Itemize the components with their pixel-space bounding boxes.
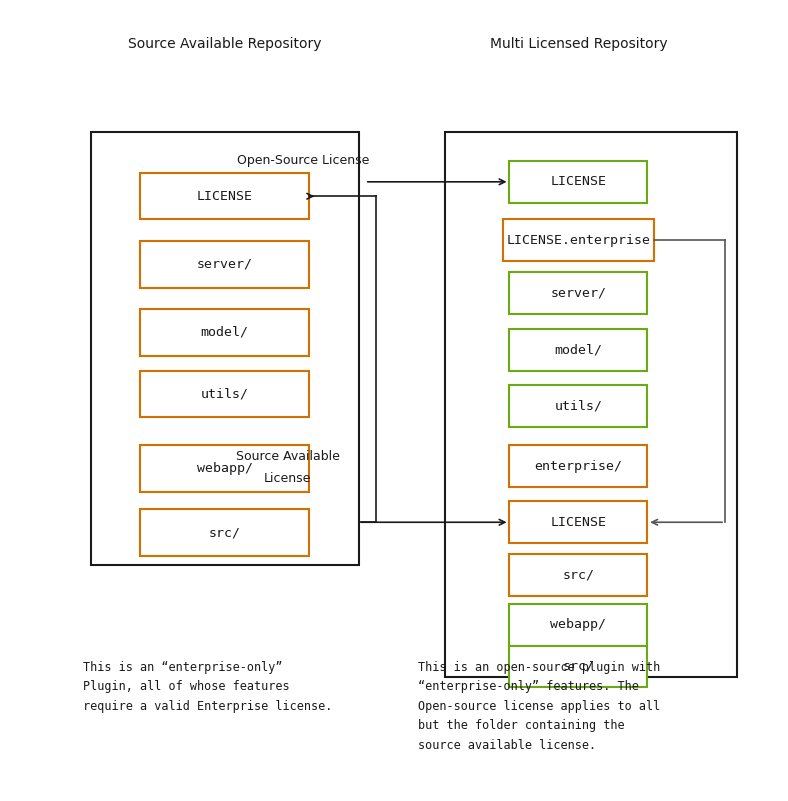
Bar — [509, 646, 647, 687]
Bar — [91, 132, 359, 565]
Text: LICENSE: LICENSE — [196, 190, 253, 203]
Text: utils/: utils/ — [555, 400, 602, 413]
Text: Source Available: Source Available — [236, 450, 340, 463]
Text: License: License — [264, 473, 311, 485]
Text: LICENSE: LICENSE — [550, 516, 607, 529]
Text: LICENSE: LICENSE — [550, 175, 607, 188]
Bar — [509, 329, 647, 371]
Bar — [503, 219, 654, 261]
Text: server/: server/ — [196, 258, 253, 271]
Text: This is an open-source plugin with
“enterprise-only” features. The
Open-source l: This is an open-source plugin with “ente… — [418, 661, 660, 752]
Bar — [509, 604, 647, 646]
Bar — [509, 385, 647, 427]
Text: This is an “enterprise-only”
Plugin, all of whose features
require a valid Enter: This is an “enterprise-only” Plugin, all… — [83, 661, 332, 713]
Text: src/: src/ — [209, 526, 240, 539]
Text: src/: src/ — [563, 569, 594, 582]
Text: enterprise/: enterprise/ — [534, 460, 623, 473]
Bar — [140, 173, 309, 219]
Bar — [509, 554, 647, 596]
Bar — [445, 132, 737, 677]
Text: webapp/: webapp/ — [550, 618, 607, 631]
Bar — [140, 309, 309, 356]
Bar — [140, 509, 309, 556]
Bar — [509, 161, 647, 203]
Bar — [140, 445, 309, 492]
Text: server/: server/ — [550, 287, 607, 300]
Text: Multi Licensed Repository: Multi Licensed Repository — [489, 37, 667, 51]
Bar — [509, 272, 647, 314]
Text: LICENSE.enterprise: LICENSE.enterprise — [507, 234, 650, 247]
Text: Open-Source License: Open-Source License — [237, 154, 370, 167]
Bar — [509, 445, 647, 487]
Text: webapp/: webapp/ — [196, 462, 253, 475]
Text: Source Available Repository: Source Available Repository — [128, 37, 322, 51]
Bar — [509, 501, 647, 543]
Text: src/: src/ — [563, 660, 594, 673]
Text: utils/: utils/ — [201, 388, 248, 400]
Text: model/: model/ — [555, 344, 602, 356]
Text: model/: model/ — [201, 326, 248, 339]
Bar — [140, 371, 309, 417]
Bar — [140, 241, 309, 288]
